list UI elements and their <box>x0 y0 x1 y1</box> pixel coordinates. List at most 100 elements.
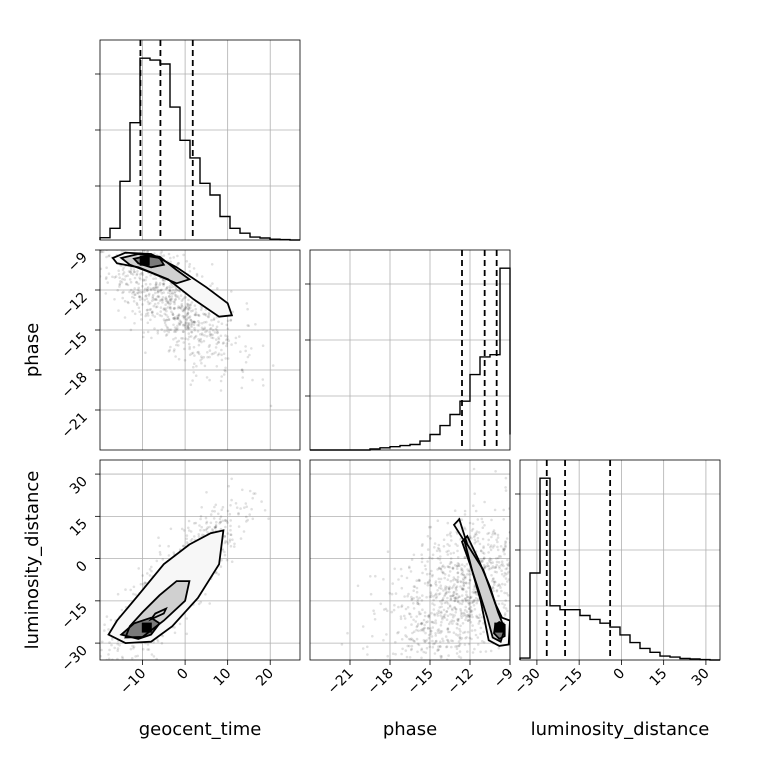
sample-point <box>495 557 498 560</box>
sample-point <box>500 564 503 567</box>
sample-point <box>430 575 434 578</box>
sample-point <box>187 342 191 346</box>
sample-point <box>105 615 109 618</box>
sample-point <box>483 662 486 665</box>
sample-point <box>201 533 204 537</box>
sample-point <box>106 218 109 221</box>
sample-point <box>103 665 106 668</box>
sample-point <box>451 608 454 612</box>
sample-point <box>219 515 223 518</box>
sample-point <box>496 540 499 544</box>
sample-point <box>506 572 509 575</box>
sample-point <box>502 575 506 578</box>
sample-point <box>211 324 215 327</box>
sample-point <box>179 320 183 324</box>
sample-point <box>188 262 192 266</box>
sample-point <box>209 513 213 516</box>
sample-point <box>434 596 438 600</box>
sample-point <box>143 298 146 302</box>
sample-point <box>225 338 228 342</box>
sample-point <box>458 564 461 567</box>
sample-point <box>186 316 190 320</box>
sample-point <box>467 598 470 602</box>
density-peak <box>494 622 505 633</box>
sample-point <box>167 301 170 304</box>
sample-point <box>500 589 503 593</box>
sample-point <box>468 535 472 538</box>
sample-point <box>456 571 460 575</box>
sample-point <box>421 628 425 631</box>
sample-point <box>171 285 174 289</box>
sample-point <box>148 301 152 305</box>
panel-content <box>310 460 524 665</box>
sample-point <box>455 588 458 592</box>
sample-point <box>460 518 464 521</box>
sample-point <box>491 577 495 581</box>
sample-point <box>481 526 485 529</box>
sample-point <box>482 546 485 550</box>
sample-point <box>516 554 519 557</box>
sample-point <box>97 262 100 265</box>
sample-point <box>121 272 125 276</box>
sample-point <box>151 297 155 300</box>
sample-point <box>170 291 174 295</box>
sample-point <box>189 539 193 542</box>
sample-point <box>125 282 128 286</box>
sample-point <box>504 476 508 480</box>
sample-point <box>482 622 485 625</box>
sample-point <box>463 576 467 579</box>
sample-point <box>150 569 153 573</box>
sample-point <box>118 241 121 244</box>
sample-point <box>158 281 162 285</box>
sample-point <box>502 508 506 512</box>
sample-point <box>455 592 458 596</box>
sample-point <box>182 309 185 313</box>
sample-point <box>173 626 176 629</box>
sample-point <box>494 470 497 473</box>
sample-point <box>168 303 171 306</box>
sample-point <box>471 601 475 604</box>
sample-point <box>428 579 431 582</box>
sample-point <box>239 537 243 540</box>
sample-point <box>150 336 153 340</box>
contour-line-1 <box>460 534 506 643</box>
sample-point <box>207 315 210 318</box>
sample-point <box>225 540 229 544</box>
sample-point <box>116 289 119 292</box>
sample-point <box>421 571 424 575</box>
sample-point <box>427 581 430 584</box>
sample-point <box>416 624 419 628</box>
sample-point <box>186 327 189 331</box>
sample-point <box>457 644 461 648</box>
sample-point <box>181 323 185 327</box>
sample-point <box>451 578 455 582</box>
sample-point <box>453 597 457 600</box>
sample-point <box>141 273 145 277</box>
x-tick-label-luminosity_distance: 15 <box>647 666 671 690</box>
sample-point <box>446 627 450 630</box>
sample-point <box>94 261 97 264</box>
sample-point <box>388 592 392 595</box>
sample-point <box>113 276 117 279</box>
sample-point <box>416 650 419 654</box>
x-tick-label-luminosity_distance: −15 <box>554 666 586 698</box>
sample-point <box>188 335 191 339</box>
sample-point <box>459 656 463 659</box>
sample-point <box>96 253 99 256</box>
sample-point <box>500 560 504 563</box>
sample-point <box>519 541 522 544</box>
sample-point <box>467 603 471 606</box>
sample-point <box>506 558 509 562</box>
sample-point <box>412 589 416 592</box>
sample-point <box>250 507 253 511</box>
sample-point <box>163 321 167 325</box>
x-tick-label-geocent_time: 20 <box>253 666 277 690</box>
sample-point <box>238 335 241 338</box>
sample-point <box>458 602 462 605</box>
sample-point <box>489 545 492 549</box>
sample-point <box>213 331 217 334</box>
sample-point <box>460 567 463 570</box>
sample-point <box>194 374 198 378</box>
sample-point <box>114 275 118 278</box>
sample-point <box>521 623 524 626</box>
